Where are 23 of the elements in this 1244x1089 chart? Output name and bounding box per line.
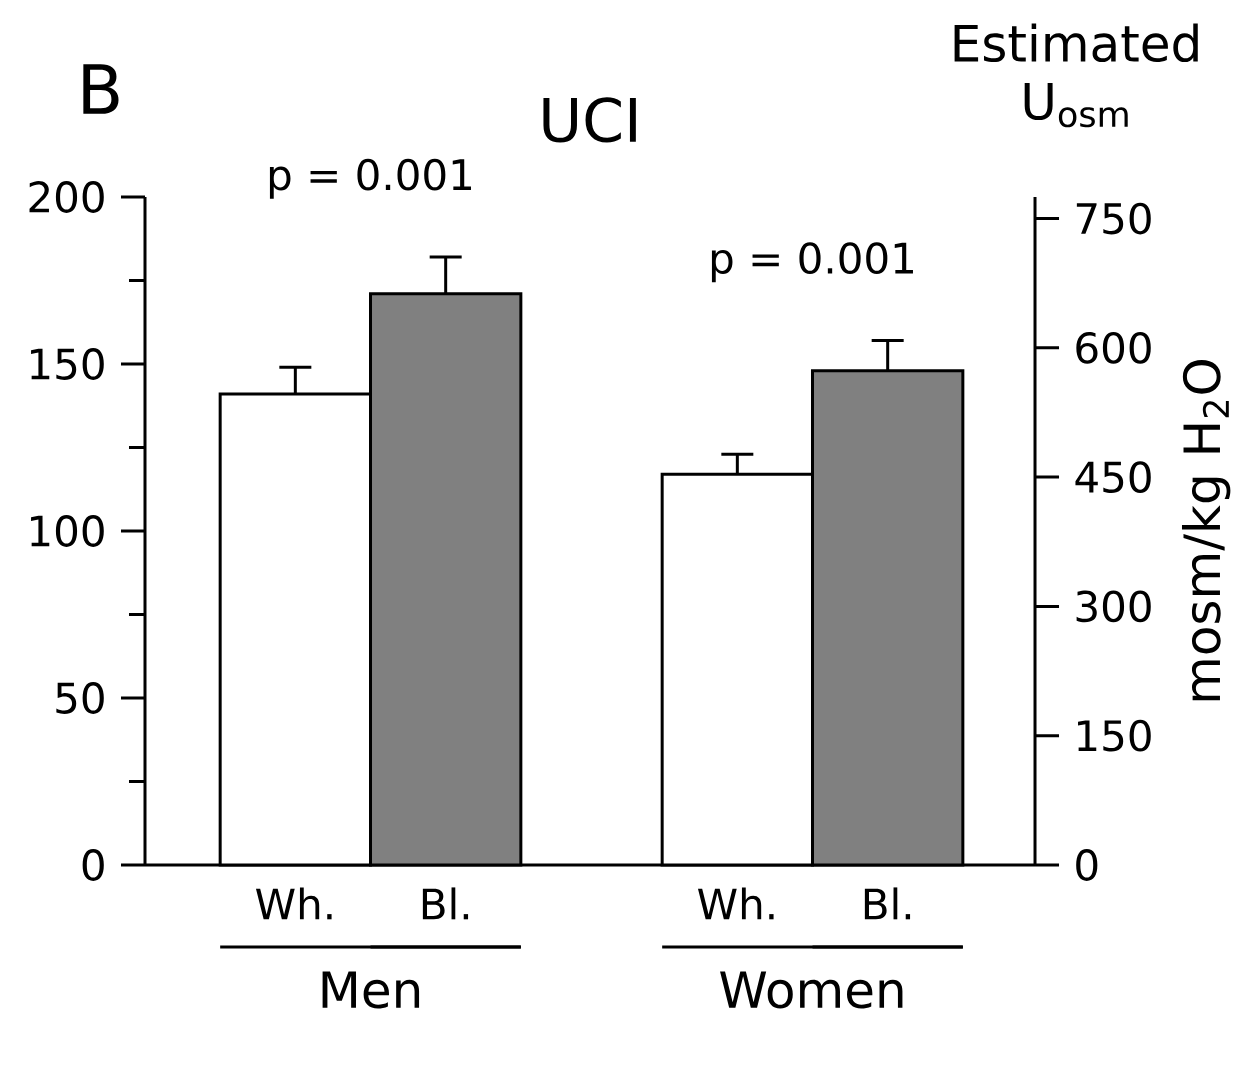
text: B bbox=[83, 64, 119, 114]
y2-tick-label: 150 bbox=[1078, 719, 1151, 752]
y2-tick-label: 0 bbox=[1076, 849, 1098, 881]
x-tick-label: Bl. bbox=[422, 887, 469, 920]
y-tick-label: 150 bbox=[31, 348, 104, 380]
annotation: p = 0.001 bbox=[269, 158, 471, 199]
y-tick-label: 200 bbox=[29, 181, 104, 213]
y2-axis-title: mosm/kg H$_{2}$O bbox=[1181, 359, 1231, 701]
text: Estimated U$_{osm}$ bbox=[954, 23, 1198, 128]
y-tick-label: 0 bbox=[82, 849, 104, 881]
text: Women bbox=[720, 971, 903, 1009]
y2-tick-label: 750 bbox=[1076, 202, 1151, 235]
y-tick-label: 50 bbox=[56, 682, 104, 714]
y2-tick-label: 600 bbox=[1076, 331, 1151, 364]
x-tick-label: Wh. bbox=[255, 887, 332, 920]
x-tick-label: Bl. bbox=[864, 887, 911, 920]
y2-tick-label: 450 bbox=[1075, 461, 1151, 494]
text: Men bbox=[322, 971, 420, 1009]
annotation: p = 0.001 bbox=[711, 242, 913, 283]
y-tick-label: 100 bbox=[31, 515, 104, 547]
x-tick-label: Wh. bbox=[697, 887, 774, 920]
y2-tick-label: 300 bbox=[1076, 590, 1151, 623]
chart-title: UCI bbox=[543, 97, 636, 143]
